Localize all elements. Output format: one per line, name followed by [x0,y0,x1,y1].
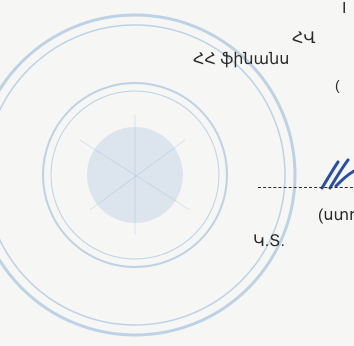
header-line-3: ՀՀ ֆինանս [193,51,290,68]
seal-place-label: Կ.Տ. [253,233,285,250]
signature-line [258,187,354,188]
header-line-4: ( [335,77,340,93]
header-line-1: I [342,0,347,17]
signature-icon [320,158,354,190]
header-line-2: ՀՎ [292,30,316,47]
signature-caption: (ստոր [318,207,354,224]
